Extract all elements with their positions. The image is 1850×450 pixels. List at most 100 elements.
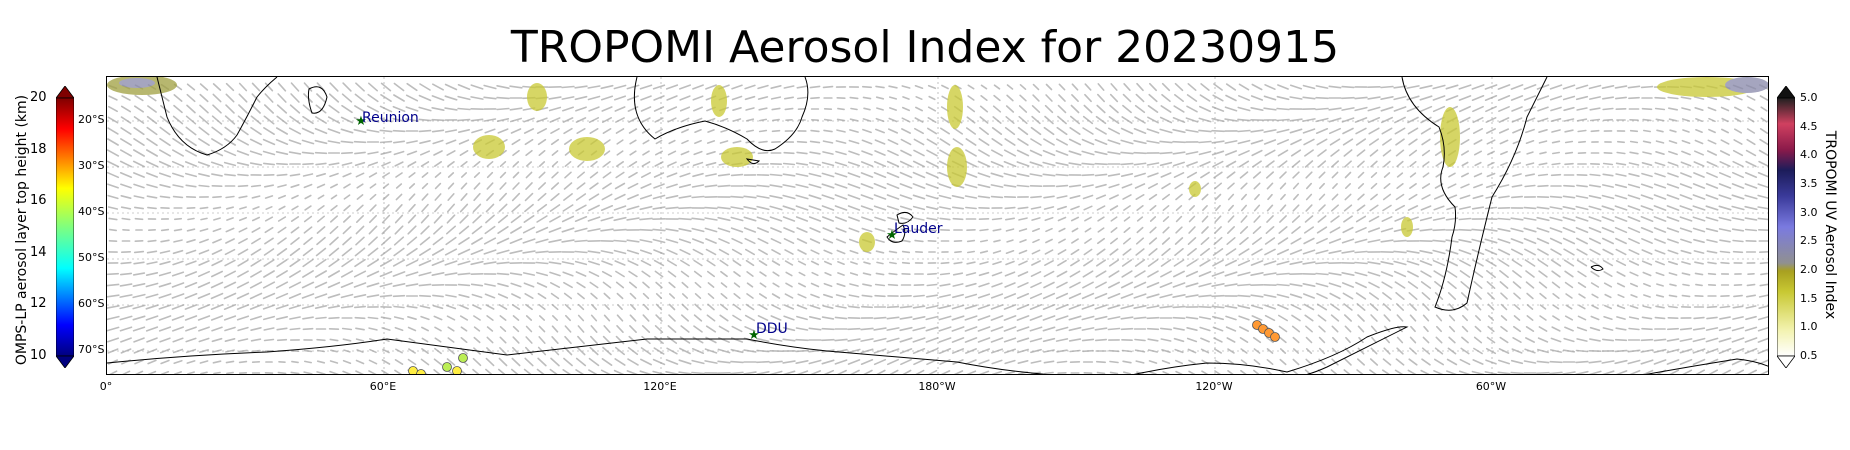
wind-vector bbox=[951, 337, 965, 343]
wind-vector bbox=[1006, 239, 1014, 243]
wind-vector bbox=[1471, 84, 1485, 90]
wind-vector bbox=[1160, 270, 1172, 278]
wind-vector bbox=[1225, 150, 1237, 156]
wind-vector bbox=[133, 206, 145, 210]
wind-vector bbox=[926, 149, 938, 157]
wind-vector bbox=[1718, 194, 1732, 200]
wind-vector bbox=[1562, 95, 1576, 101]
wind-vector bbox=[849, 283, 859, 287]
wind-vector bbox=[640, 95, 652, 101]
wind-vector bbox=[185, 249, 197, 255]
wind-vector bbox=[431, 272, 445, 276]
wind-vector bbox=[511, 192, 521, 202]
wind-vector bbox=[1445, 249, 1459, 255]
wind-vector bbox=[704, 227, 718, 233]
wind-vector bbox=[1510, 95, 1524, 101]
wind-vector bbox=[158, 172, 172, 178]
wind-vector bbox=[1526, 304, 1534, 310]
wind-vector bbox=[1290, 237, 1302, 245]
wind-vector bbox=[550, 357, 560, 367]
wind-vector bbox=[327, 293, 341, 299]
wind-vector bbox=[1317, 160, 1327, 168]
wind-vector bbox=[1302, 261, 1316, 265]
wind-vector bbox=[926, 217, 938, 221]
wind-vector bbox=[848, 150, 860, 156]
wind-vector bbox=[600, 228, 614, 232]
wind-vector bbox=[211, 173, 223, 177]
wind-vector bbox=[1316, 226, 1328, 234]
wind-vector bbox=[524, 357, 534, 367]
wind-vector bbox=[1289, 118, 1303, 122]
wind-vector bbox=[1576, 259, 1588, 267]
wind-vector bbox=[470, 118, 484, 122]
wind-vector bbox=[379, 259, 393, 267]
wind-vector bbox=[315, 270, 327, 278]
wind-vector bbox=[1525, 162, 1535, 166]
wind-vector bbox=[173, 94, 183, 102]
wind-vector bbox=[978, 282, 990, 288]
wind-vector bbox=[408, 193, 416, 201]
wind-vector bbox=[1133, 162, 1147, 166]
wind-vector bbox=[549, 271, 561, 277]
wind-vector bbox=[666, 259, 678, 267]
wind-vector bbox=[771, 249, 781, 255]
wind-vector bbox=[1565, 293, 1573, 299]
wind-vector bbox=[381, 327, 391, 331]
wind-vector bbox=[783, 227, 795, 233]
wind-vector bbox=[757, 96, 769, 100]
wind-vector bbox=[1276, 293, 1290, 299]
wind-vector bbox=[1367, 116, 1381, 124]
wind-vector bbox=[510, 368, 519, 374]
wind-vector bbox=[1512, 281, 1522, 289]
wind-vector bbox=[276, 270, 288, 278]
wind-vector bbox=[913, 149, 925, 157]
wind-vector bbox=[732, 303, 742, 311]
wind-vector bbox=[523, 282, 535, 288]
wind-vector bbox=[1706, 305, 1718, 309]
wind-vector bbox=[1498, 259, 1510, 267]
wind-vector bbox=[1356, 204, 1366, 212]
wind-vector bbox=[1565, 304, 1573, 310]
wind-vector bbox=[1173, 270, 1185, 278]
wind-vector bbox=[1590, 270, 1600, 278]
wind-vector bbox=[952, 283, 964, 287]
wind-vector bbox=[1084, 83, 1092, 91]
wind-vector bbox=[873, 161, 887, 167]
map-panel[interactable]: ★ ★ ★ bbox=[106, 76, 1769, 375]
wind-vector bbox=[563, 127, 573, 135]
wind-vector bbox=[745, 259, 755, 267]
wind-vector bbox=[212, 83, 222, 91]
wind-vector bbox=[1096, 205, 1106, 211]
wind-vector bbox=[1421, 183, 1431, 189]
wind-vector bbox=[1355, 127, 1367, 135]
wind-vector bbox=[317, 215, 325, 223]
wind-vector bbox=[757, 326, 769, 332]
wind-vector bbox=[887, 216, 899, 222]
wind-vector bbox=[431, 95, 445, 101]
wind-vector bbox=[1136, 216, 1144, 222]
wind-vector bbox=[1693, 161, 1705, 167]
wind-vector bbox=[548, 106, 562, 112]
wind-vector bbox=[1485, 105, 1497, 113]
wind-vector bbox=[251, 227, 261, 233]
wind-vector bbox=[862, 272, 872, 276]
wind-vector bbox=[133, 116, 145, 124]
wind-vector bbox=[1003, 161, 1017, 167]
wind-vector bbox=[444, 129, 458, 133]
wind-vector bbox=[315, 316, 327, 320]
wind-vector bbox=[1058, 227, 1066, 233]
wind-vector bbox=[990, 293, 1004, 299]
wind-vector bbox=[432, 304, 444, 310]
wind-vector bbox=[1628, 249, 1640, 255]
wind-vector bbox=[1016, 293, 1030, 299]
wind-vector bbox=[616, 314, 624, 322]
wind-vector bbox=[1330, 314, 1340, 322]
wind-vector bbox=[1238, 160, 1250, 168]
wind-vector bbox=[809, 227, 821, 233]
wind-vector bbox=[577, 325, 585, 333]
wind-vector bbox=[250, 126, 262, 136]
wind-vector bbox=[1030, 360, 1042, 364]
wind-vector bbox=[927, 106, 937, 112]
wind-vector bbox=[1616, 316, 1626, 320]
wind-vector bbox=[1734, 106, 1742, 112]
